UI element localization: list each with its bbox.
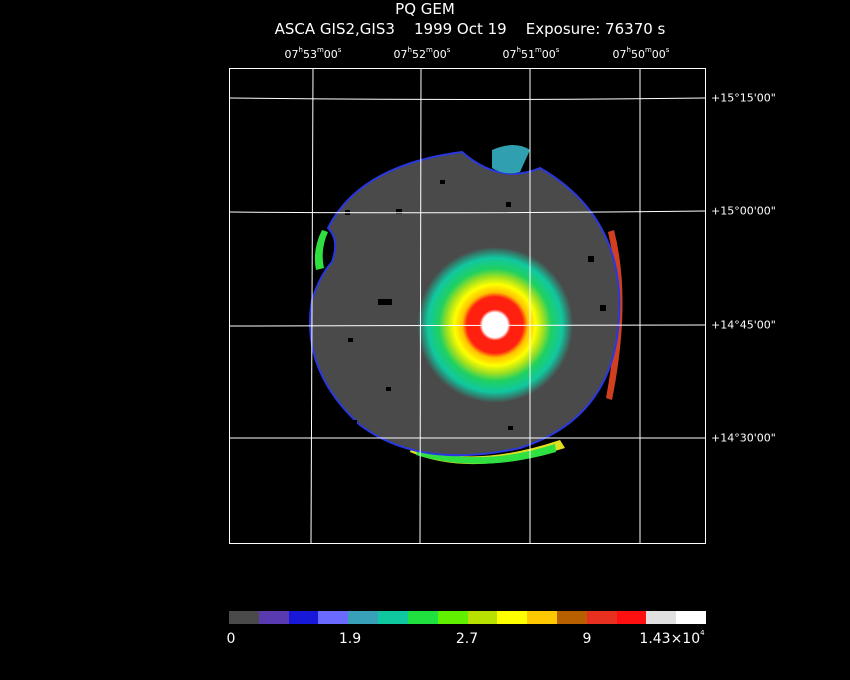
colorbar-swatch-4 [348, 611, 379, 624]
ra-label-0750: 07h50m00s [612, 46, 670, 61]
colorbar-swatch-9 [497, 611, 528, 624]
colorbar-swatch-15 [676, 611, 706, 624]
colorbar-tick-4: 1.43×104 [639, 629, 705, 647]
colorbar-swatch-1 [258, 611, 289, 624]
colorbar-swatch-8 [467, 611, 498, 624]
dec-label-1500: +15°00'00" [711, 204, 776, 218]
ra-label-0751: 07h51m00s [502, 46, 560, 61]
colorbar-tick-3: 9 [582, 631, 592, 647]
colorbar-swatch-0 [229, 611, 259, 624]
ra-label-0753: 07h53m00s [284, 46, 342, 61]
ra-label-0752: 07h52m00s [393, 46, 451, 61]
dec-label-1430: +14°30'00" [711, 431, 776, 445]
colorbar-swatch-3 [318, 611, 349, 624]
colorbar-swatch-14 [646, 611, 677, 624]
image-subtitle: ASCA GIS2,GIS3 1999 Oct 19 Exposure: 763… [274, 20, 666, 38]
colorbar [229, 611, 706, 624]
detector-rim-right [606, 230, 623, 400]
detector-rim-left [314, 230, 328, 270]
colorbar-swatch-7 [437, 611, 468, 624]
colorbar-tick-2: 2.7 [455, 631, 479, 647]
top-notch-emission [492, 145, 530, 174]
colorbar-swatch-6 [407, 611, 438, 624]
colorbar-swatch-11 [556, 611, 587, 624]
colorbar-tick-1: 1.9 [338, 631, 362, 647]
detector-rim-green [416, 444, 556, 464]
dec-label-1515: +15°15'00" [711, 91, 776, 105]
colorbar-swatch-13 [616, 611, 647, 624]
colorbar-tick-0: 0 [226, 631, 236, 647]
dec-label-1445: +14°45'00" [711, 318, 776, 332]
colorbar-swatch-12 [586, 611, 617, 624]
colorbar-swatch-2 [288, 611, 319, 624]
image-title: PQ GEM [395, 0, 455, 18]
coordinate-grid [229, 68, 706, 544]
colorbar-swatch-10 [527, 611, 557, 624]
colorbar-swatch-5 [378, 611, 408, 624]
